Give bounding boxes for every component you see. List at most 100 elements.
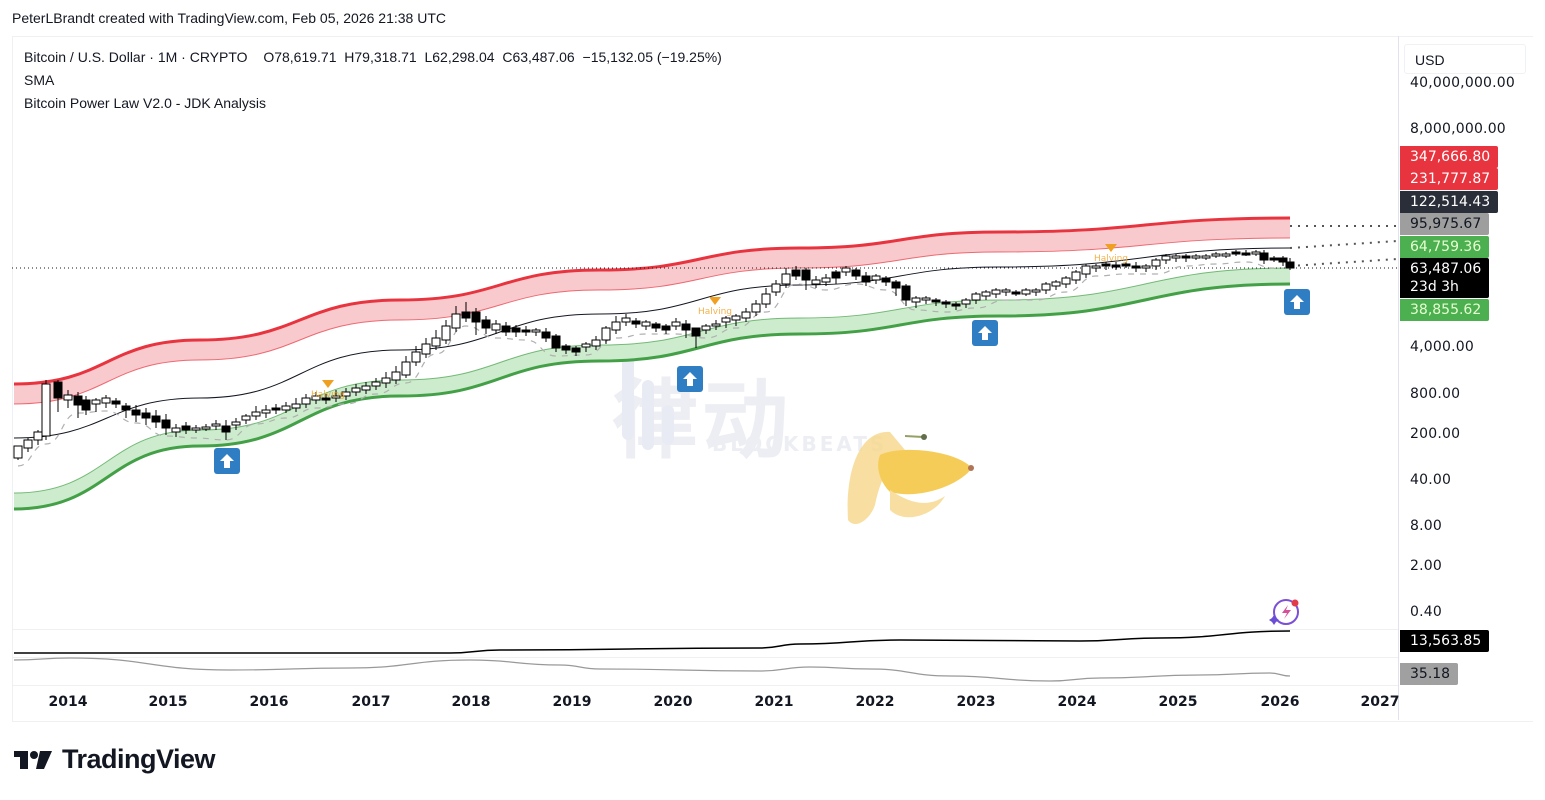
candle xyxy=(671,318,681,330)
candle xyxy=(731,314,741,326)
lower-band-line xyxy=(13,282,1291,511)
candle xyxy=(571,346,581,356)
candle xyxy=(781,268,791,288)
price-label-lower-band: 38,855.62 xyxy=(1400,299,1490,321)
candle xyxy=(381,372,391,388)
candle xyxy=(371,378,381,390)
candle xyxy=(151,410,161,428)
candle xyxy=(651,322,661,332)
candles[interactable] xyxy=(13,250,1295,460)
price-tick: 800.00 xyxy=(1410,386,1461,402)
candle xyxy=(411,346,421,366)
candle xyxy=(91,398,101,412)
tradingview-logo[interactable]: TradingView xyxy=(14,744,216,775)
svg-text:Halving: Halving xyxy=(311,390,345,400)
sma-pane-line xyxy=(14,630,1291,654)
candle xyxy=(351,384,361,396)
candle xyxy=(141,408,151,425)
candle xyxy=(581,342,591,352)
indicator-sma[interactable]: SMA xyxy=(24,72,55,88)
svg-text:Halving: Halving xyxy=(1094,254,1128,264)
candle xyxy=(81,396,91,415)
fair-value-line xyxy=(13,247,1291,439)
candle xyxy=(331,390,341,402)
candle xyxy=(1201,254,1211,260)
price-label-ath-price: 122,514.43 xyxy=(1400,191,1499,213)
candle xyxy=(611,316,621,334)
candle xyxy=(541,328,551,342)
price-scale-separator xyxy=(1398,36,1399,720)
candle xyxy=(1051,280,1061,290)
currency-selector[interactable]: USD xyxy=(1404,44,1526,74)
candle xyxy=(271,404,281,414)
upper-band-line xyxy=(13,216,1291,386)
halving-marker-icon xyxy=(322,380,334,388)
candle xyxy=(1259,250,1269,264)
candle xyxy=(471,308,481,335)
candle xyxy=(711,320,721,330)
last-price-label: 63,487.06 23d 3h xyxy=(1400,258,1490,298)
symbol-name[interactable]: Bitcoin / U.S. Dollar · 1M · CRYPTO xyxy=(24,49,248,65)
candle xyxy=(431,330,441,350)
time-tick: 2020 xyxy=(653,694,693,710)
candle xyxy=(761,288,771,308)
candle xyxy=(891,280,901,296)
tradingview-logo-icon xyxy=(14,750,52,769)
candle xyxy=(1061,276,1071,288)
candle xyxy=(13,445,23,460)
price-tick: 40.00 xyxy=(1410,472,1452,488)
candle xyxy=(1211,252,1221,258)
candle xyxy=(73,392,83,418)
candle xyxy=(401,356,411,378)
candle xyxy=(391,366,401,384)
candle xyxy=(311,392,321,404)
candle xyxy=(131,405,141,422)
candle xyxy=(701,324,711,334)
candle xyxy=(33,430,43,445)
candle xyxy=(911,296,921,308)
buy-signal-arrow-icon xyxy=(1284,289,1310,315)
candle xyxy=(1231,250,1241,256)
price-label-projection: 95,975.67 xyxy=(1400,213,1490,235)
candle xyxy=(1041,282,1051,294)
candle xyxy=(231,418,241,430)
close-value: C63,487.06 xyxy=(502,49,575,65)
tradingview-logo-text: TradingView xyxy=(62,744,216,774)
candle xyxy=(661,324,671,334)
open-value: O78,619.71 xyxy=(263,49,337,65)
buy-signal-arrow-icon xyxy=(214,448,240,474)
candle xyxy=(801,268,811,290)
candle xyxy=(291,398,301,412)
candle xyxy=(251,406,261,420)
candle xyxy=(851,268,861,280)
candle xyxy=(241,414,251,424)
time-tick: 2024 xyxy=(1057,694,1097,710)
upper-band-fill xyxy=(14,218,1290,404)
candle xyxy=(1151,258,1161,270)
lower-band-fill xyxy=(14,268,1290,509)
price-tick: 4,000.00 xyxy=(1410,339,1474,355)
candle xyxy=(1091,264,1101,272)
candle xyxy=(941,300,951,308)
pane-divider-1[interactable] xyxy=(12,629,1399,630)
candle xyxy=(1101,262,1111,270)
candle xyxy=(591,336,601,350)
price-tick: 8.00 xyxy=(1410,518,1442,534)
indicator-power-law[interactable]: Bitcoin Power Law V2.0 - JDK Analysis xyxy=(24,95,266,111)
ai-assistant-icon[interactable] xyxy=(1269,599,1299,626)
candle xyxy=(721,316,731,328)
candle xyxy=(1251,250,1261,256)
pane-divider-2[interactable] xyxy=(12,657,1399,658)
candle xyxy=(831,270,841,284)
candle xyxy=(691,327,701,348)
change-value: −15,132.05 (−19.25%) xyxy=(582,49,722,65)
time-tick: 2018 xyxy=(451,694,491,710)
candle xyxy=(931,298,941,306)
candle xyxy=(191,425,201,433)
candle xyxy=(681,320,691,338)
candle xyxy=(1171,254,1181,262)
buy-signal-arrow-icon xyxy=(972,320,998,346)
indicator-panes xyxy=(13,630,1291,682)
price-label-upper-band-top: 347,666.80 xyxy=(1400,146,1499,168)
